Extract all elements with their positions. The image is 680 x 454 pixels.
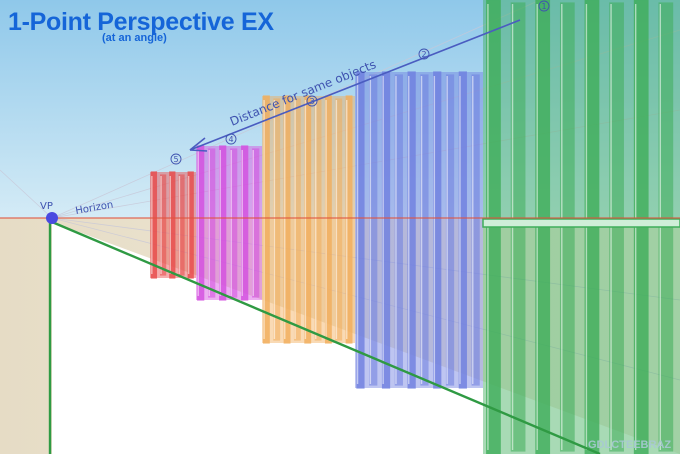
- column-group-3: [262, 95, 355, 344]
- column-group-4: [196, 145, 262, 301]
- vanishing-point-dot: [46, 212, 58, 224]
- marker-circle-3: [306, 95, 318, 107]
- ground-line: [51, 220, 601, 454]
- watermark: GDLCTEEBRAZ: [588, 439, 671, 451]
- marker-number-3: 3: [310, 97, 315, 106]
- marker-circle-1: [538, 0, 550, 12]
- distance-arrow: [189, 19, 521, 152]
- marker-number-2: 2: [422, 50, 427, 59]
- marker-number-1: 1: [542, 2, 547, 11]
- column-groups: [150, 0, 680, 454]
- marker-number-5: 5: [174, 155, 179, 164]
- page-subtitle: (at an angle): [102, 32, 167, 44]
- object-number-markers: [170, 0, 550, 165]
- column-group-5: [150, 171, 196, 279]
- page-title: 1-Point Perspective EX: [8, 8, 274, 36]
- marker-circle-2: [418, 48, 430, 60]
- marker-circle-5: [170, 153, 182, 165]
- vp-label: VP: [40, 201, 53, 212]
- column-group-2: [355, 71, 483, 389]
- column-crossbar: [482, 218, 680, 228]
- column-group-body: [196, 146, 262, 300]
- marker-number-4: 4: [229, 135, 234, 144]
- marker-circle-4: [225, 133, 237, 145]
